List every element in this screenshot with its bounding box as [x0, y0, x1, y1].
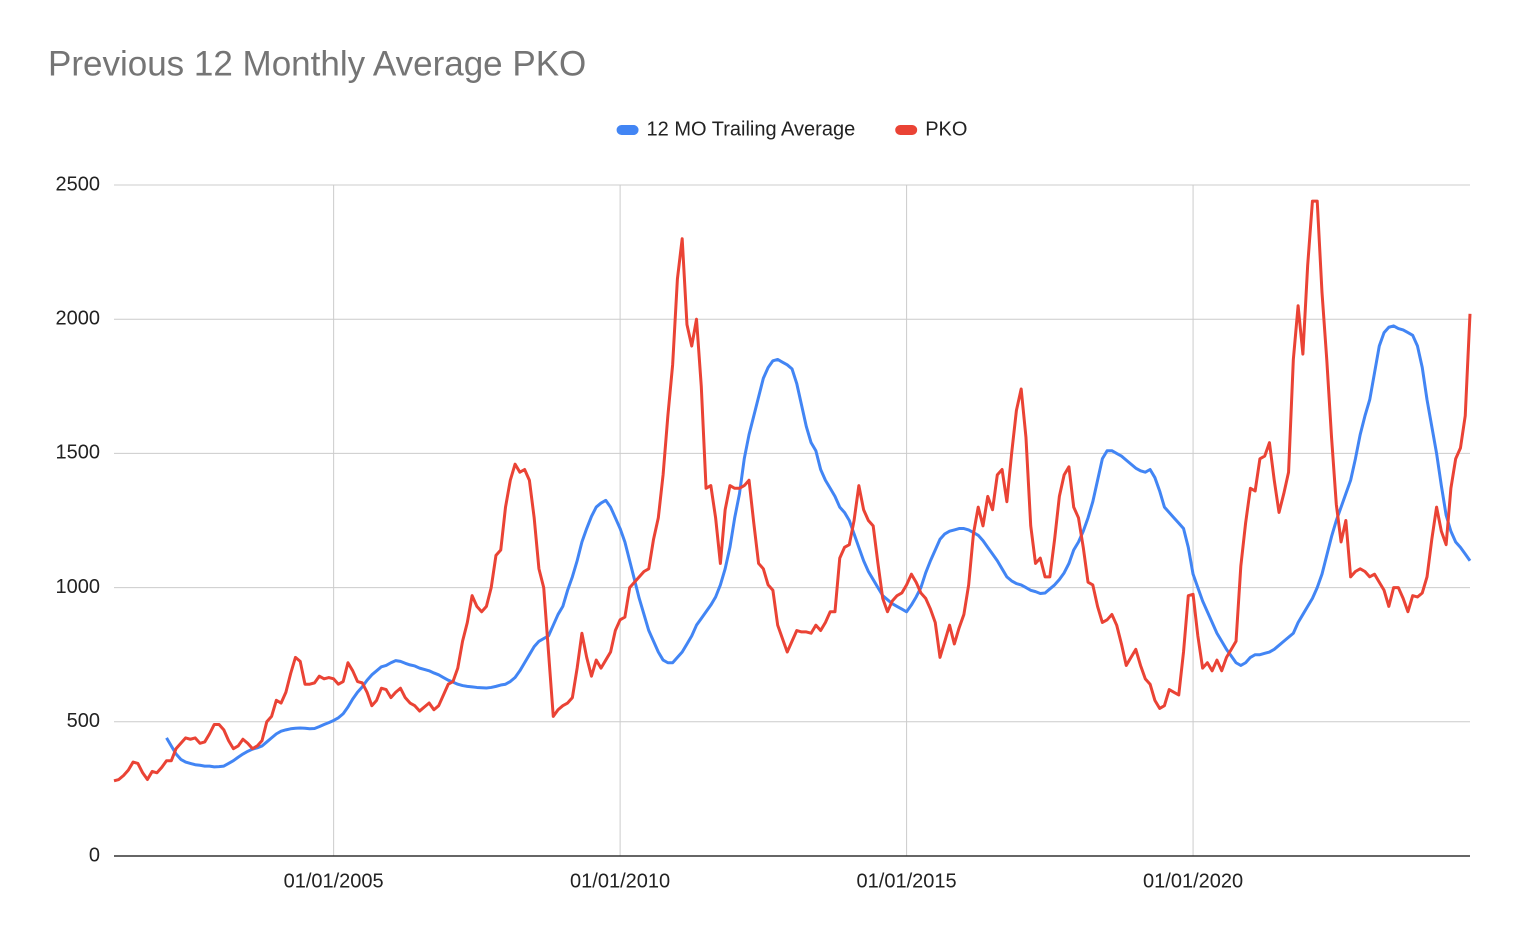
- x-tick-label: 01/01/2010: [570, 870, 670, 892]
- y-tick-label: 500: [67, 710, 100, 732]
- y-tick-label: 1500: [56, 442, 101, 464]
- y-tick-label: 1000: [56, 576, 101, 598]
- series-line: [165, 324, 1472, 769]
- y-tick-label: 2000: [56, 307, 101, 329]
- chart-title: Previous 12 Monthly Average PKO: [48, 44, 586, 83]
- legend-label: PKO: [925, 118, 967, 140]
- x-tick-label: 01/01/2005: [284, 870, 384, 892]
- legend: 12 MO Trailing Average PKO: [616, 118, 967, 140]
- x-tick-label: 01/01/2015: [857, 870, 957, 892]
- legend-swatch: [616, 125, 639, 135]
- legend-swatch: [895, 125, 918, 135]
- y-tick-label: 0: [89, 844, 100, 866]
- series-line: [113, 199, 1472, 783]
- legend-label: 12 MO Trailing Average: [647, 118, 856, 140]
- x-tick-label: 01/01/2020: [1143, 870, 1243, 892]
- y-tick-label: 2500: [56, 173, 101, 195]
